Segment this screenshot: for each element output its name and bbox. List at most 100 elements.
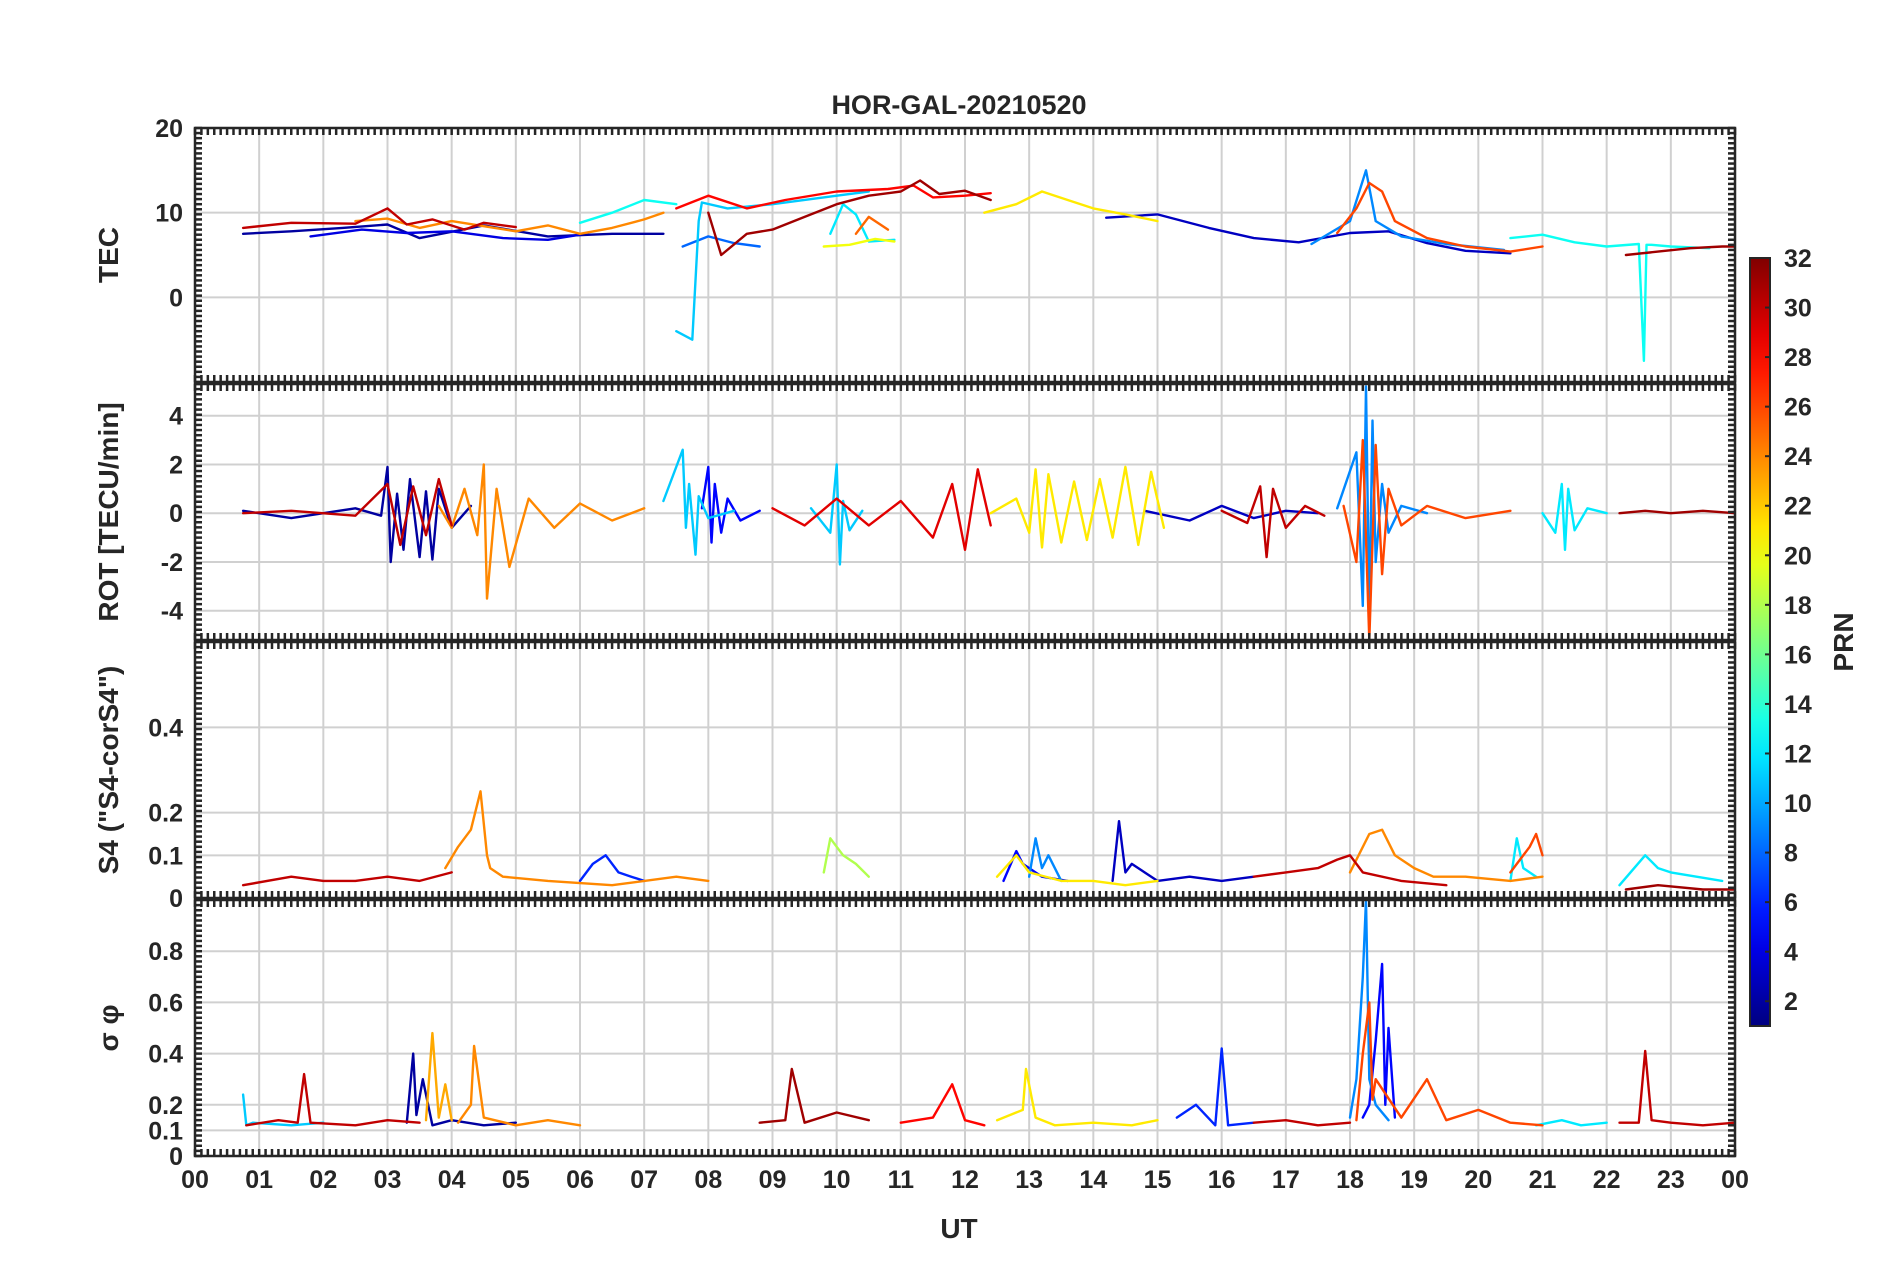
colorbar-tick-label: 6 [1784, 889, 1798, 917]
series-prn-13 [1509, 233, 1711, 362]
x-tick-label: 04 [438, 1166, 466, 1194]
x-tick-label: 09 [759, 1166, 787, 1194]
x-tick-label: 23 [1657, 1166, 1685, 1194]
colorbar-scale [1749, 257, 1771, 1027]
y-tick-label: 4 [169, 403, 183, 431]
series-prn-11 [662, 448, 736, 556]
series-prn-23 [424, 1031, 453, 1122]
x-tick-label: 00 [1721, 1166, 1749, 1194]
series-prn-9 [1310, 169, 1506, 252]
panel-frame [193, 898, 1737, 1158]
x-tick-label: 14 [1079, 1166, 1107, 1194]
series-prn-24 [444, 790, 710, 887]
colorbar-tick-label: 24 [1784, 443, 1812, 471]
series-prn-31 [1624, 884, 1735, 891]
series-prn-12 [1541, 482, 1608, 551]
series-prn-2 [241, 465, 473, 564]
x-tick-label: 21 [1529, 1166, 1557, 1194]
series-prn-12 [1618, 854, 1724, 887]
x-tick-label: 01 [245, 1166, 273, 1194]
panel-frame [193, 640, 1737, 900]
y-tick-label: -4 [161, 598, 183, 626]
colorbar-tick-label: 32 [1784, 245, 1812, 273]
series-prn-30 [1252, 854, 1448, 887]
x-tick-label: 10 [823, 1166, 851, 1194]
series-prn-26 [1355, 1001, 1544, 1127]
series-group [241, 900, 1735, 1127]
chart-title: HOR-GAL-20210520 [831, 90, 1086, 120]
series-prn-20 [822, 237, 896, 248]
series-prn-28 [675, 184, 992, 210]
x-tick-label: 00 [181, 1166, 209, 1194]
series-prn-9 [1348, 900, 1390, 1122]
colorbar-tick-label: 10 [1784, 790, 1812, 818]
x-tick-labels: 00 01 02 03 04 05 06 07 08 09 10 11 12 13 14 15 16 17 18 19… [181, 1166, 1749, 1194]
series-prn-26 [1509, 832, 1544, 874]
series-prn-31 [758, 1067, 870, 1124]
series-prn-30 [1618, 1049, 1735, 1127]
x-tick-label: 11 [888, 1166, 915, 1194]
series-prn-12 [1534, 1118, 1608, 1127]
colorbar-tick-label: 28 [1784, 344, 1812, 372]
series-prn-30 [1220, 485, 1326, 559]
series-prn-4 [309, 228, 582, 242]
series-prn-31 [1624, 245, 1735, 257]
series-prn-31 [707, 179, 992, 257]
colorbar-tick-label: 26 [1784, 394, 1812, 422]
series-prn-30 [241, 207, 517, 231]
x-tick-label: 12 [951, 1166, 979, 1194]
y-tick-label: 0.8 [148, 938, 183, 966]
y-tick-label: 0.2 [148, 1092, 183, 1120]
colorbar-tick-label: 22 [1784, 493, 1812, 521]
series-group [241, 385, 1735, 640]
series-group [241, 169, 1735, 362]
series-prn-3 [1111, 820, 1256, 883]
series-prn-21 [995, 1067, 1159, 1127]
series-prn-13 [578, 198, 678, 225]
x-tick-label: 07 [630, 1166, 658, 1194]
y-tick-label: 20 [155, 115, 183, 143]
y-axis-label: TEC [93, 227, 124, 283]
colorbar-label: PRN [1828, 612, 1859, 671]
series-prn-25 [854, 215, 890, 236]
series-prn-11 [809, 463, 864, 566]
colorbar-tick-label: 14 [1784, 691, 1812, 719]
series-prn-8 [681, 235, 761, 248]
x-tick-label: 03 [374, 1166, 402, 1194]
colorbar-tick-label: 12 [1784, 740, 1812, 768]
x-tick-label: 18 [1336, 1166, 1364, 1194]
series-prn-30 [241, 477, 453, 547]
y-tick-label: 0 [169, 500, 183, 528]
y-tick-label: 0.4 [148, 1041, 183, 1069]
series-prn-18 [822, 837, 870, 878]
panel-frame [193, 126, 1737, 384]
series-prn-5 [1361, 962, 1397, 1119]
series-prn-2 [241, 223, 665, 240]
series-prn-24 [1348, 828, 1544, 883]
x-tick-label: 16 [1208, 1166, 1236, 1194]
series-prn-28 [899, 1083, 986, 1127]
x-tick-label: 17 [1272, 1166, 1300, 1194]
x-tick-label: 08 [694, 1166, 722, 1194]
panel-frame [193, 382, 1737, 642]
x-tick-label: 13 [1015, 1166, 1043, 1194]
series-prn-6 [578, 854, 646, 883]
series-prn-24 [456, 1044, 582, 1127]
series-prn-3 [1143, 504, 1320, 522]
x-axis-label: UT [940, 1213, 977, 1244]
x-tick-label: 02 [309, 1166, 337, 1194]
panel-rot: 4 2 0 -2 -4 ROT [TECU/min] [93, 382, 1737, 642]
x-tick-label: 06 [566, 1166, 594, 1194]
y-tick-label: 0.6 [148, 989, 183, 1017]
colorbar-tick-label: 4 [1784, 939, 1798, 967]
series-prn-29 [771, 468, 992, 551]
series-prn-26 [1335, 181, 1544, 253]
x-tick-label: 05 [502, 1166, 530, 1194]
y-tick-label: 0.2 [148, 800, 183, 828]
colorbar-tick-label: 8 [1784, 840, 1798, 868]
series-prn-9 [1335, 385, 1429, 617]
